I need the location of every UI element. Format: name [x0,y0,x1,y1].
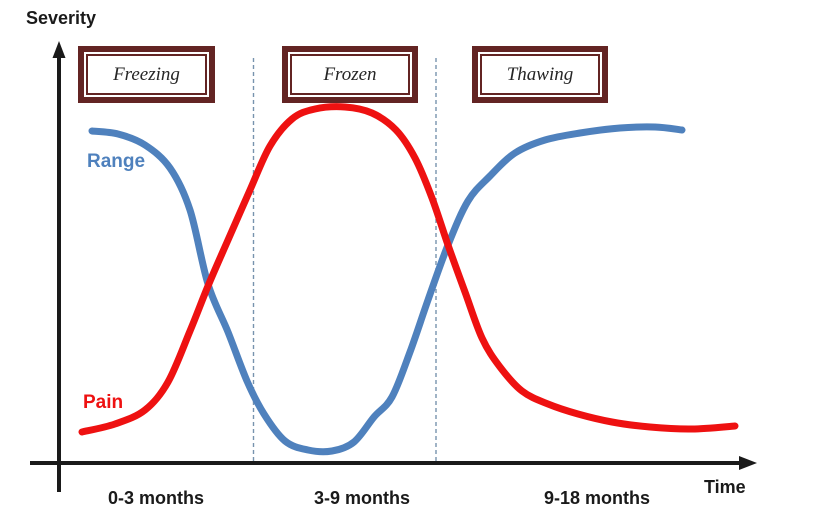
pain-series-label: Pain [83,392,124,413]
pain-curve [78,103,739,436]
phase-box-freezing: Freezing [78,46,215,103]
range-curve [88,123,686,456]
x-axis-title: Time [704,477,746,497]
phase-label-freezing: Freezing [113,63,180,85]
phase-label-frozen: Frozen [323,63,377,85]
x-tick-label-3-9-months: 3-9 months [313,488,411,508]
y-axis-title: Severity [26,8,97,28]
range-series-label: Range [87,151,146,172]
phase-label-thawing: Thawing [506,63,574,85]
y-axis-arrowhead-icon [52,41,66,58]
phase-box-frozen-inner-frame: Frozen [290,54,410,95]
phase-box-thawing-inner-frame: Thawing [480,54,600,95]
phase-box-freezing-inner-frame: Freezing [86,54,207,95]
x-tick-label-9-18-months: 9-18 months [543,488,651,508]
x-axis-arrowhead-icon [739,456,757,470]
phase-box-thawing: Thawing [472,46,608,103]
phase-box-frozen: Frozen [282,46,418,103]
x-tick-label-0-3-months: 0-3 months [107,488,205,508]
